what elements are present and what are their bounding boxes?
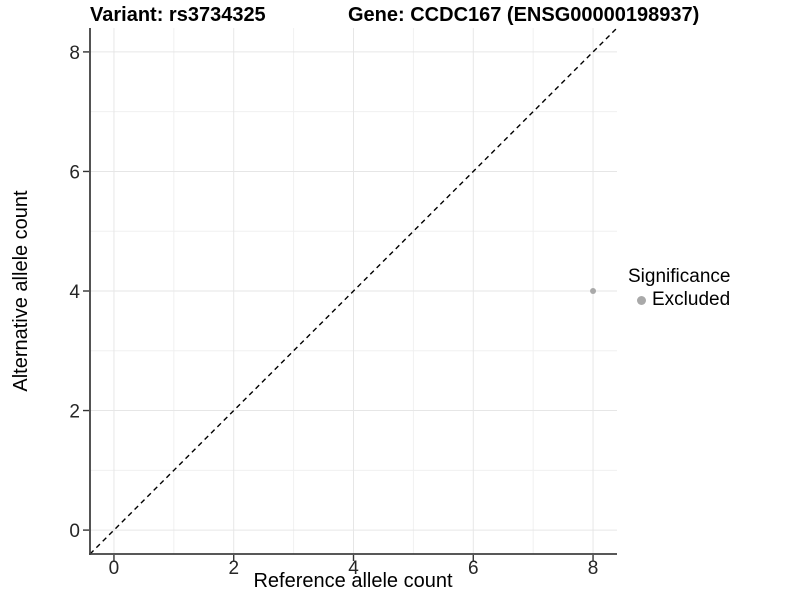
- x-tick-label: 4: [348, 558, 359, 579]
- y-tick-label: 6: [69, 162, 80, 183]
- y-tick-label: 0: [69, 521, 80, 542]
- legend-point-swatch-icon: [637, 295, 646, 305]
- identity-line: [89, 27, 618, 555]
- data-point: [590, 288, 597, 294]
- plot-title-gene: Gene: CCDC167 (ENSG00000198937): [348, 4, 700, 26]
- y-tick-label: 2: [69, 402, 80, 423]
- y-axis-title: Alternative allele count: [10, 190, 32, 392]
- plot-title-variant: Variant: rs3734325: [90, 4, 266, 26]
- x-axis-title: Reference allele count: [253, 570, 453, 592]
- legend: Significance Excluded: [628, 266, 730, 311]
- legend-item-label: Excluded: [652, 289, 731, 310]
- x-tick-label: 8: [588, 558, 599, 579]
- y-tick-label: 4: [69, 282, 80, 303]
- legend-title: Significance: [628, 266, 731, 287]
- x-tick-label: 2: [228, 558, 239, 579]
- y-tick-label: 8: [69, 43, 80, 64]
- x-tick-label: 0: [109, 558, 120, 579]
- legend-item-excluded: Excluded: [628, 289, 730, 311]
- x-tick-label: 6: [468, 558, 479, 579]
